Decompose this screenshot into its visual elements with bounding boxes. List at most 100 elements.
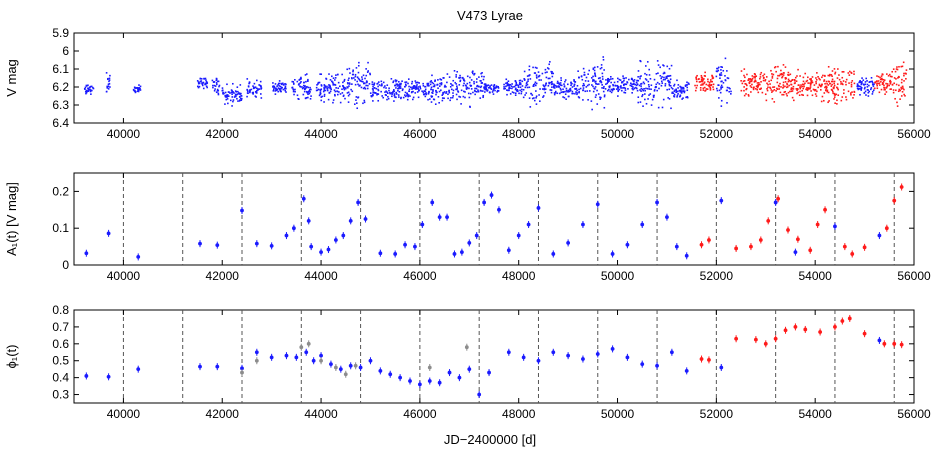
vmag-point [422, 82, 424, 85]
vmag-point [108, 79, 111, 81]
vmag-point [787, 74, 790, 76]
vmag-point [441, 94, 444, 96]
vmag-point [781, 76, 783, 79]
vmag-point [631, 87, 634, 90]
vmag-point [833, 87, 835, 90]
vmag-point [716, 67, 719, 70]
vmag-point [196, 85, 199, 88]
vmag-point [272, 82, 274, 84]
vmag-point [762, 75, 764, 77]
vmag-point [771, 75, 774, 78]
vmag-point [359, 79, 361, 82]
vmag-point [476, 78, 478, 80]
vmag-point [404, 81, 406, 84]
vmag-point [304, 85, 306, 87]
vmag-point [205, 79, 207, 81]
vmag-point [827, 74, 830, 77]
vmag-point [570, 84, 572, 87]
vmag-point [712, 88, 715, 91]
vmag-point [437, 95, 440, 98]
vmag-point [640, 87, 643, 90]
data-point [719, 365, 724, 370]
vmag-point [882, 82, 884, 84]
vmag-point [351, 73, 354, 76]
vmag-point [603, 69, 605, 71]
vmag-point [424, 95, 427, 98]
vmag-point [358, 61, 360, 64]
vmag-point [563, 83, 565, 85]
vmag-point [892, 68, 895, 70]
vmag-point [702, 79, 704, 82]
vmag-point [612, 83, 614, 86]
vmag-point [607, 81, 609, 84]
vmag-point [535, 96, 537, 99]
vmag-point [747, 95, 750, 97]
vmag-point [492, 93, 495, 95]
vmag-point [564, 80, 566, 83]
vmag-point [536, 77, 538, 79]
vmag-point [859, 93, 861, 96]
vmag-point [827, 91, 830, 94]
vmag-point [337, 93, 339, 96]
y-axis-label: ϕ₁(t) [4, 345, 19, 369]
vmag-point [641, 95, 643, 98]
vmag-point [372, 83, 375, 86]
vmag-point [515, 84, 518, 86]
vmag-point [105, 72, 108, 74]
data-point [452, 252, 457, 256]
vmag-point [789, 73, 792, 76]
vmag-point [666, 77, 668, 79]
vmag-point [199, 80, 202, 83]
vmag-point [592, 90, 595, 93]
vmag-point [700, 84, 702, 86]
vmag-point [503, 83, 505, 86]
vmag-point [529, 106, 532, 108]
vmag-point [776, 88, 779, 91]
vmag-point [718, 97, 720, 99]
vmag-point [282, 88, 285, 91]
vmag-point [679, 89, 682, 92]
vmag-point [632, 88, 634, 91]
vmag-point [272, 88, 275, 91]
vmag-point [873, 83, 875, 86]
vmag-point [797, 91, 799, 94]
vmag-point [599, 98, 602, 101]
vmag-point [238, 92, 240, 94]
vmag-point [333, 89, 336, 91]
vmag-point [827, 84, 830, 86]
vmag-point [462, 78, 465, 81]
vmag-point [679, 90, 682, 93]
vmag-point [405, 84, 407, 87]
vmag-point [743, 94, 746, 97]
vmag-point [377, 99, 380, 102]
vmag-point [473, 82, 475, 85]
vmag-point [802, 76, 805, 79]
vmag-point [752, 87, 755, 90]
vmag-point [621, 89, 623, 92]
vmag-point [686, 84, 689, 86]
x-tick-label: 50000 [601, 269, 635, 283]
data-point [862, 245, 867, 250]
vmag-point [593, 66, 596, 69]
vmag-point [384, 91, 386, 93]
vmag-point [719, 77, 721, 80]
vmag-point [686, 96, 689, 99]
vmag-point [402, 88, 404, 90]
vmag-point [740, 70, 743, 72]
data-point [254, 241, 259, 246]
vmag-point [573, 83, 576, 86]
vmag-point [662, 98, 665, 101]
vmag-point [205, 85, 208, 88]
vmag-point [410, 86, 412, 89]
vmag-point [645, 87, 647, 90]
panel-vmag: 40000 42000 44000 46000 48000 50000 52000 54000… [4, 26, 931, 141]
vmag-point [880, 75, 883, 77]
vmag-point [647, 80, 650, 83]
vmag-point [772, 90, 774, 92]
vmag-point [900, 65, 903, 68]
vmag-point [786, 82, 788, 85]
vmag-point [351, 77, 353, 79]
vmag-point [546, 67, 549, 69]
vmag-point [292, 82, 295, 85]
vmag-point [777, 74, 779, 77]
